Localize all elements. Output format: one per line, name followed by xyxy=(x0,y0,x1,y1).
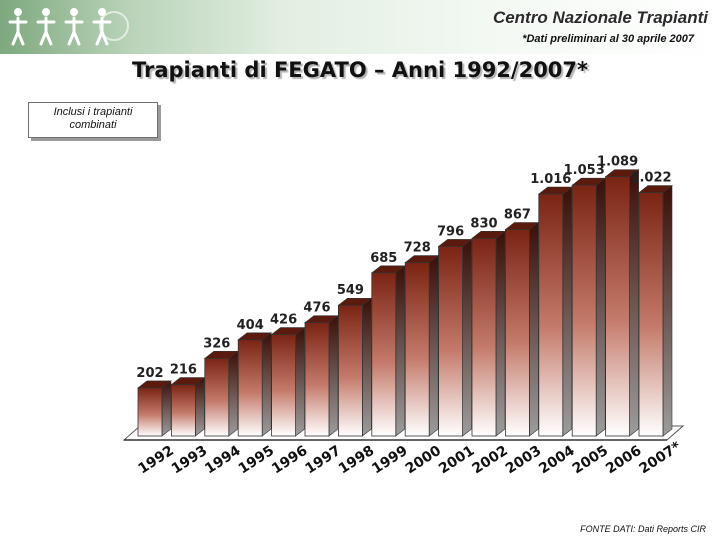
bar-1999 xyxy=(370,265,406,437)
x-tick-label: 2002 xyxy=(469,443,510,478)
bar-value-label: 1.016 xyxy=(530,172,571,187)
x-tick-label: 2006 xyxy=(603,443,644,478)
note-box: Inclusi i trapianti combinati xyxy=(28,102,158,138)
bar-value-label: 685 xyxy=(370,251,397,266)
bar-1995 xyxy=(237,332,273,437)
bar-side xyxy=(362,297,372,437)
bar-front xyxy=(304,322,330,437)
bar-side xyxy=(595,177,606,437)
bar-front xyxy=(271,334,297,437)
bar-side xyxy=(462,238,472,437)
x-tick-label: 1994 xyxy=(202,443,244,478)
bar-value-label: 404 xyxy=(237,318,264,333)
x-tick-label: 1993 xyxy=(169,443,210,478)
x-tick-label: 2005 xyxy=(570,443,611,478)
x-tick-label: 2001 xyxy=(436,443,477,478)
bar-front xyxy=(371,272,397,437)
bar-2000 xyxy=(404,254,440,437)
bar-value-label: 1.089 xyxy=(597,155,638,170)
bar-side xyxy=(562,186,573,437)
bar-side xyxy=(328,315,339,437)
bar-2003 xyxy=(504,221,540,437)
x-tick-label: 1996 xyxy=(269,443,310,478)
bar-value-label: 549 xyxy=(337,283,364,298)
bar-1993 xyxy=(170,376,206,437)
bar-value-label: 202 xyxy=(136,366,163,381)
data-source: FONTE DATI: Dati Reports CIR xyxy=(580,524,706,534)
bar-side xyxy=(629,169,639,437)
bar-side xyxy=(395,265,406,437)
bar-value-label: 426 xyxy=(270,313,297,328)
bar-side xyxy=(662,184,673,437)
bar-front xyxy=(438,246,464,437)
bar-front xyxy=(204,357,230,437)
bar-front xyxy=(605,176,630,437)
bar-1997 xyxy=(304,315,339,437)
bar-side xyxy=(195,376,205,437)
bar-side xyxy=(428,254,439,437)
bar-1996 xyxy=(270,326,306,437)
bar-side xyxy=(261,332,272,437)
bar-value-label: 1.022 xyxy=(630,171,671,186)
bar-1994 xyxy=(203,350,239,437)
x-tick-label: 2004 xyxy=(536,443,578,478)
bar-value-label: 796 xyxy=(437,224,464,239)
bar-value-label: 216 xyxy=(170,363,197,378)
org-name: Centro Nazionale Trapianti xyxy=(492,8,708,27)
bar-side xyxy=(228,350,239,437)
x-tick-label: 1999 xyxy=(369,443,410,478)
bar-value-label: 728 xyxy=(404,241,431,256)
bar-1998 xyxy=(337,297,373,437)
bar-front xyxy=(137,387,163,437)
bar-value-label: 476 xyxy=(303,301,330,316)
bar-1992 xyxy=(137,380,172,437)
x-tick-label: 2007* xyxy=(636,438,684,477)
bar-2007* xyxy=(638,184,673,437)
x-tick-labels: 1992199319941995199619971998199920002001… xyxy=(135,438,684,477)
bar-front xyxy=(237,339,263,437)
bar-side xyxy=(529,221,539,437)
bar-value-label: 326 xyxy=(203,336,230,351)
bar-side xyxy=(295,326,305,437)
x-tick-label: 1997 xyxy=(302,443,343,478)
bar-2001 xyxy=(437,238,473,437)
bar-2004 xyxy=(537,186,573,437)
bars-group: 202 216 326 404 426 476 549 685 728 796 830 867 1.01… xyxy=(136,155,673,437)
bar-value-label: 1.053 xyxy=(564,163,605,178)
header-band xyxy=(0,0,720,54)
bar-2005 xyxy=(571,177,607,437)
bar-value-label: 867 xyxy=(504,207,531,222)
page-title: Trapianti di FEGATO – Anni 1992/2007* xyxy=(131,58,589,82)
bar-2002 xyxy=(471,230,506,437)
bar-2006 xyxy=(604,169,640,437)
people-figures-logo-icon xyxy=(8,8,129,46)
x-tick-label: 1998 xyxy=(336,443,377,478)
bar-side xyxy=(161,380,172,437)
bar-front xyxy=(404,262,430,437)
bar-front xyxy=(170,384,196,437)
bar-front xyxy=(638,192,664,437)
bar-side xyxy=(495,230,506,437)
bar-front xyxy=(571,184,597,437)
bar-front xyxy=(538,193,564,437)
preliminary-data-note: *Dati preliminari al 30 aprile 2007 xyxy=(522,33,694,45)
x-tick-label: 2003 xyxy=(503,443,544,478)
bar-value-label: 830 xyxy=(470,216,497,231)
x-tick-label: 1992 xyxy=(135,443,176,478)
x-tick-label: 1995 xyxy=(236,443,277,478)
bar-front xyxy=(337,304,363,437)
bar-front xyxy=(471,237,497,437)
x-tick-label: 2000 xyxy=(403,443,445,478)
bar-front xyxy=(504,229,530,437)
